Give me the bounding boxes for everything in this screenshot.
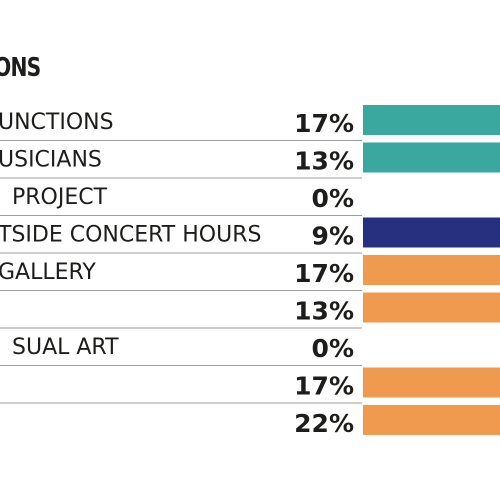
chart-row: GALLERY 17%	[0, 255, 500, 291]
value-label: 0%	[312, 184, 354, 213]
category-label: TSIDE CONCERT HOURS	[0, 223, 261, 248]
chart-row: UNCTIONS 17%	[0, 105, 500, 141]
category-label: USICIANS	[0, 148, 102, 173]
category-label: UNCTIONS	[0, 110, 114, 135]
category-label: GALLERY	[0, 260, 96, 285]
bar	[363, 292, 500, 323]
chart-row: TSIDE CONCERT HOURS 9%	[0, 217, 500, 254]
chart-row: 17%	[0, 367, 500, 404]
category-label: SUAL ART	[12, 335, 119, 360]
chart-title: ONS	[0, 53, 41, 83]
bar	[363, 217, 500, 248]
chart-row: USICIANS 13%	[0, 142, 500, 179]
bar	[363, 105, 500, 135]
bar	[363, 255, 500, 285]
chart-row: SUAL ART 0%	[0, 334, 362, 366]
value-label: 13%	[294, 147, 354, 176]
value-label: 0%	[312, 334, 354, 363]
value-label: 22%	[294, 409, 354, 438]
chart-row: PROJECT 0%	[0, 184, 362, 216]
chart-row: 13%	[0, 292, 500, 329]
value-label: 17%	[294, 259, 354, 288]
category-label: PROJECT	[12, 185, 108, 210]
value-label: 17%	[294, 372, 354, 401]
bar	[363, 367, 500, 398]
chart-row: 22%	[294, 405, 500, 438]
value-label: 17%	[294, 109, 354, 138]
bar	[363, 142, 500, 173]
value-label: 9%	[312, 222, 354, 251]
bar	[363, 405, 500, 435]
value-label: 13%	[294, 297, 354, 326]
